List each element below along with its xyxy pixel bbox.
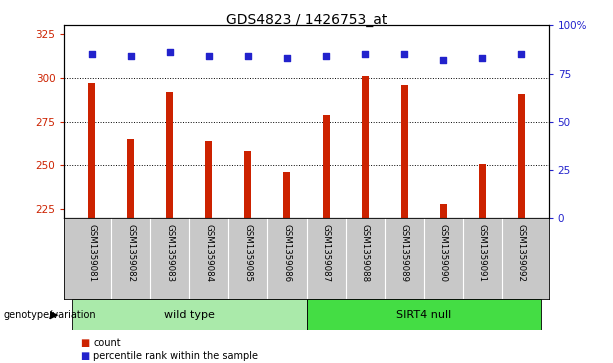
Text: genotype/variation: genotype/variation <box>3 310 96 320</box>
Point <box>516 51 526 57</box>
Text: GSM1359092: GSM1359092 <box>517 224 526 282</box>
Bar <box>205 141 212 218</box>
Bar <box>245 151 251 218</box>
Text: ■: ■ <box>80 351 89 362</box>
Bar <box>88 83 95 218</box>
Point <box>243 53 253 59</box>
Bar <box>166 92 173 218</box>
Point <box>438 57 448 63</box>
Text: count: count <box>93 338 121 348</box>
Text: wild type: wild type <box>164 310 215 320</box>
Point <box>321 53 331 59</box>
Bar <box>322 115 330 218</box>
Bar <box>128 139 134 218</box>
Bar <box>479 164 485 218</box>
Text: GSM1359087: GSM1359087 <box>322 224 330 282</box>
Text: SIRT4 null: SIRT4 null <box>396 310 451 320</box>
Point <box>360 51 370 57</box>
Bar <box>362 76 368 218</box>
Text: GSM1359085: GSM1359085 <box>243 224 253 282</box>
Text: GSM1359081: GSM1359081 <box>87 224 96 282</box>
Bar <box>283 172 291 218</box>
Point <box>399 51 409 57</box>
Bar <box>440 204 447 218</box>
Bar <box>72 299 306 330</box>
Point <box>126 53 135 59</box>
Bar <box>401 85 408 218</box>
Text: GSM1359084: GSM1359084 <box>204 224 213 282</box>
Point <box>478 55 487 61</box>
Text: GSM1359090: GSM1359090 <box>439 224 447 282</box>
Point <box>204 53 214 59</box>
Text: ■: ■ <box>80 338 89 348</box>
Text: GSM1359088: GSM1359088 <box>360 224 370 282</box>
Bar <box>518 94 525 218</box>
Text: GDS4823 / 1426753_at: GDS4823 / 1426753_at <box>226 13 387 27</box>
Point <box>282 55 292 61</box>
Point <box>87 51 97 57</box>
Text: GSM1359086: GSM1359086 <box>283 224 291 282</box>
Text: GSM1359082: GSM1359082 <box>126 224 135 282</box>
Text: GSM1359089: GSM1359089 <box>400 224 409 282</box>
Text: GSM1359091: GSM1359091 <box>478 224 487 282</box>
Text: GSM1359083: GSM1359083 <box>166 224 174 282</box>
Text: ▶: ▶ <box>50 310 58 320</box>
Point <box>165 49 175 55</box>
Bar <box>306 299 541 330</box>
Text: percentile rank within the sample: percentile rank within the sample <box>93 351 258 362</box>
